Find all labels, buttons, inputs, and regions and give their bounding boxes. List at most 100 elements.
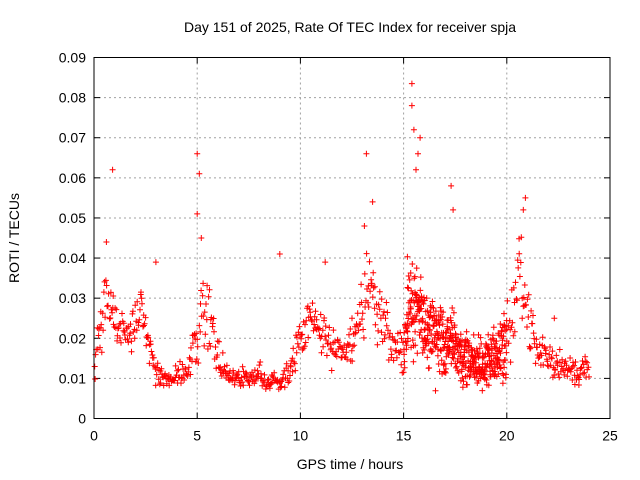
data-point (320, 343, 327, 350)
plot-frame (93, 57, 611, 419)
data-point (473, 345, 480, 352)
data-point (435, 332, 442, 339)
data-point (393, 354, 400, 361)
data-point (381, 335, 388, 342)
data-point (387, 346, 394, 353)
data-point (375, 327, 382, 334)
data-point (375, 301, 382, 308)
data-point (261, 371, 268, 378)
x-tick-label: 10 (293, 428, 309, 444)
data-point (481, 371, 488, 378)
data-point (230, 370, 237, 376)
data-point (363, 150, 370, 157)
y-tick-label: 0.01 (59, 370, 86, 386)
data-point (501, 364, 508, 371)
data-point (415, 150, 421, 157)
data-point (315, 326, 322, 333)
data-point (416, 302, 423, 308)
data-point (581, 369, 588, 376)
data-point (194, 336, 201, 343)
data-point (437, 316, 444, 323)
y-tick-label: 0.09 (59, 50, 86, 66)
y-axis-ticks: 0 0.01 0.02 0.03 0.04 0.05 0.06 0.07 0.08 0.09 (59, 50, 610, 427)
data-point (516, 273, 523, 280)
data-point (355, 327, 362, 334)
data-point (271, 369, 278, 376)
data-point (493, 344, 500, 351)
data-point (268, 380, 275, 387)
data-point (429, 298, 436, 305)
data-point (209, 320, 216, 327)
data-point (364, 286, 370, 292)
data-point (502, 357, 509, 363)
data-point (206, 340, 213, 347)
data-point (428, 348, 435, 355)
data-point (579, 358, 586, 364)
data-point (453, 363, 460, 370)
data-point (495, 356, 502, 363)
data-point (287, 372, 293, 379)
data-point (198, 235, 205, 241)
data-point (430, 305, 437, 311)
data-point (359, 316, 365, 323)
data-point (201, 342, 208, 349)
data-point (211, 328, 217, 335)
data-point (412, 316, 419, 323)
data-point (285, 367, 292, 374)
data-point (412, 342, 419, 349)
data-point (497, 321, 504, 327)
data-point (450, 206, 457, 213)
data-point (503, 371, 509, 378)
data-point (296, 323, 303, 330)
data-point (406, 276, 413, 283)
data-point (309, 300, 316, 307)
data-point (429, 348, 436, 355)
data-point (411, 273, 418, 280)
data-point (358, 299, 365, 306)
data-point (138, 289, 144, 296)
data-point (286, 378, 293, 384)
data-point (528, 307, 535, 314)
data-point (464, 381, 471, 388)
data-point (408, 80, 415, 87)
data-point (166, 382, 173, 389)
data-point (425, 340, 432, 347)
data-point (472, 359, 479, 366)
data-point (442, 365, 449, 372)
data-point (156, 381, 163, 388)
y-tick-label: 0.08 (59, 90, 86, 106)
data-point (440, 362, 447, 369)
data-point (404, 328, 410, 334)
data-point (145, 334, 152, 341)
data-point (203, 301, 209, 307)
data-point (458, 366, 465, 373)
data-point (338, 354, 345, 361)
data-point (200, 280, 207, 287)
data-point (440, 309, 447, 316)
data-point (502, 342, 509, 349)
data-point (233, 372, 240, 379)
data-point (424, 332, 431, 339)
data-point (322, 259, 329, 266)
data-point (239, 379, 245, 386)
data-point (368, 276, 375, 283)
data-point (148, 348, 155, 355)
data-point (368, 280, 375, 287)
data-point (511, 328, 518, 335)
data-point (473, 373, 480, 380)
data-point (214, 352, 221, 358)
data-point (538, 352, 545, 359)
data-point (127, 321, 134, 328)
data-point (444, 325, 451, 332)
data-point (535, 355, 542, 362)
data-point (246, 382, 253, 389)
data-point (449, 305, 456, 311)
data-point (115, 325, 122, 331)
data-point (264, 377, 271, 384)
data-point (365, 304, 372, 310)
data-point (323, 352, 330, 359)
data-point (510, 284, 517, 291)
data-point (193, 356, 200, 363)
data-point (451, 322, 458, 329)
data-point (137, 306, 143, 313)
